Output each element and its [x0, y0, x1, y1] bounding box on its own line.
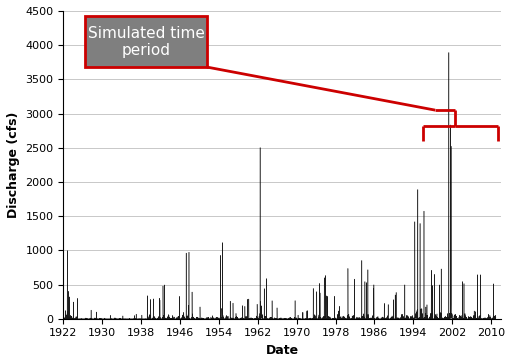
Text: Simulated time
period: Simulated time period: [88, 25, 204, 58]
X-axis label: Date: Date: [266, 344, 299, 357]
FancyBboxPatch shape: [85, 16, 207, 67]
Y-axis label: Discharge (cfs): Discharge (cfs): [7, 112, 20, 218]
